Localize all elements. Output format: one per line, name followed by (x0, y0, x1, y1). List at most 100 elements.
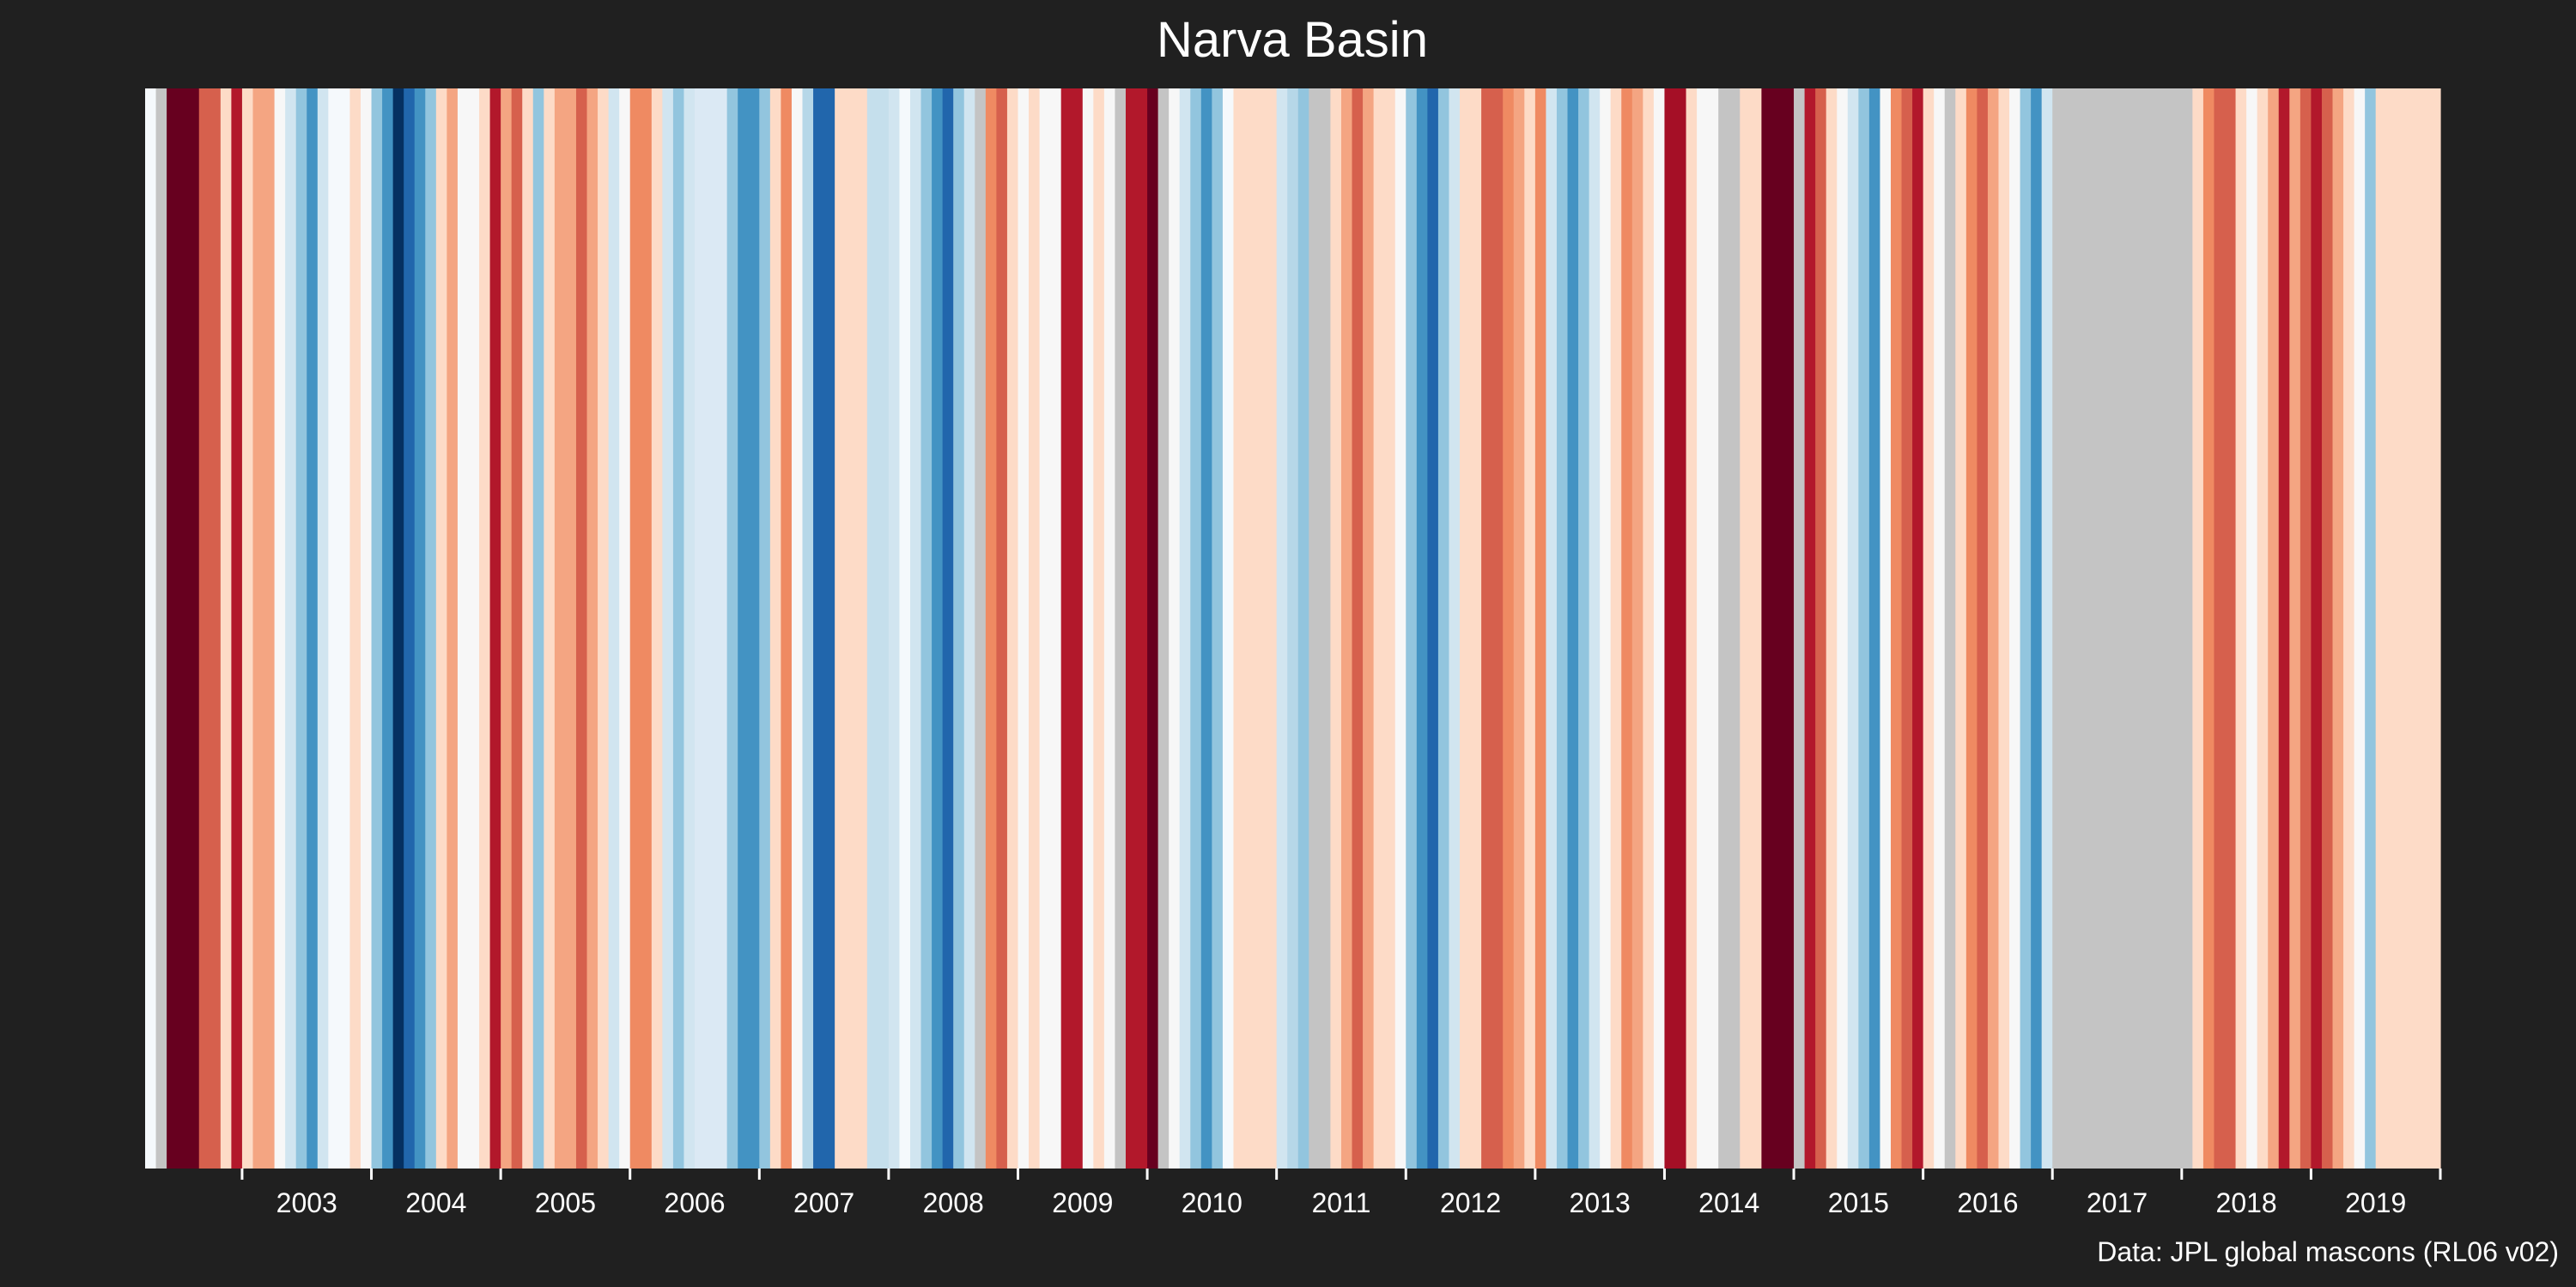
x-tick-label-2019: 2019 (2345, 1187, 2406, 1218)
stripe-2012-01 (1406, 88, 1418, 1169)
stripe-2007-08 (835, 88, 847, 1169)
stripe-2010-03 (1169, 88, 1181, 1169)
stripe-2015-03 (1815, 88, 1827, 1169)
stripe-2012-04 (1437, 88, 1450, 1169)
stripe-2005-11 (608, 88, 620, 1169)
stripe-2009-02 (1029, 88, 1041, 1169)
stripe-2002-09 (198, 88, 222, 1169)
stripe-2016-05 (1965, 88, 1978, 1169)
stripe-2008-04 (920, 88, 933, 1169)
x-tick-label-2013: 2013 (1570, 1187, 1631, 1218)
stripe-2004-02 (382, 88, 394, 1169)
stripe-2008-12 (1006, 88, 1019, 1169)
stripe-2018-12 (2300, 88, 2312, 1169)
stripe-2003-12 (360, 88, 373, 1169)
stripe-2009-08 (1093, 88, 1105, 1169)
stripe-2002-12 (231, 88, 243, 1169)
stripe-2018-11 (2289, 88, 2301, 1169)
stripe-2011-06 (1330, 88, 1342, 1169)
stripe-2012-03 (1427, 88, 1439, 1169)
x-tick-label-2006: 2006 (664, 1187, 725, 1218)
stripe-2004-11 (479, 88, 491, 1169)
x-tick-label-2015: 2015 (1828, 1187, 1889, 1218)
stripe-2008-03 (910, 88, 922, 1169)
stripe-2019-01 (2311, 88, 2323, 1169)
stripe-2015-11 (1901, 88, 1913, 1169)
x-tick-label-2007: 2007 (793, 1187, 854, 1218)
stripe-2002-11 (220, 88, 232, 1169)
stripe-2018-09 (2268, 88, 2280, 1169)
stripe-2007-04 (791, 88, 804, 1169)
stripe-2012-10 (1503, 88, 1515, 1169)
x-tick-label-2014: 2014 (1698, 1187, 1759, 1218)
stripe-2019-04 (2343, 88, 2355, 1169)
stripe-2008-08 (963, 88, 975, 1169)
stripe-2008-07 (953, 88, 965, 1169)
stripe-2018-02 (2192, 88, 2204, 1169)
stripe-2011-07 (1340, 88, 1353, 1169)
x-tick-label-2009: 2009 (1052, 1187, 1113, 1218)
stripe-2011-04 (1309, 88, 1332, 1169)
stripe-2002-05 (155, 88, 167, 1169)
stripe-2006-04 (662, 88, 674, 1169)
x-tick-label-2012: 2012 (1440, 1187, 1501, 1218)
chart-title: Narva Basin (1157, 12, 1428, 68)
stripe-2005-06 (554, 88, 577, 1169)
stripe-2007-06 (813, 88, 835, 1169)
stripe-2008-05 (932, 88, 944, 1169)
stripe-2008-09 (975, 88, 987, 1169)
stripe-2008-01 (888, 88, 901, 1169)
stripe-2014-03 (1686, 88, 1698, 1169)
stripe-2016-08 (1998, 88, 2010, 1169)
stripe-2008-02 (899, 88, 911, 1169)
x-tick-label-2017: 2017 (2087, 1187, 2148, 1218)
stripe-2013-07 (1600, 88, 1612, 1169)
x-tick-label-2016: 2016 (1957, 1187, 2018, 1218)
stripe-2014-10 (1761, 88, 1795, 1169)
stripe-2011-12 (1394, 88, 1406, 1169)
stripe-2004-05 (414, 88, 426, 1169)
stripe-2016-12 (2041, 88, 2053, 1169)
stripe-2010-06 (1200, 88, 1212, 1169)
stripe-2015-10 (1890, 88, 1903, 1169)
stripe-2013-09 (1621, 88, 1633, 1169)
x-tick-label-2010: 2010 (1182, 1187, 1242, 1218)
stripe-2016-01 (1923, 88, 1935, 1169)
stripe-2013-06 (1589, 88, 1601, 1169)
stripe-2015-12 (1912, 88, 1924, 1169)
stripe-2013-05 (1578, 88, 1590, 1169)
x-tick-label-2005: 2005 (535, 1187, 596, 1218)
stripe-2013-03 (1556, 88, 1569, 1169)
stripe-2007-09 (845, 88, 868, 1169)
stripe-2016-04 (1955, 88, 1967, 1169)
stripe-2006-11 (738, 88, 760, 1169)
x-tick-label-2004: 2004 (405, 1187, 466, 1218)
stripe-2019-07 (2375, 88, 2441, 1169)
stripes-layer (145, 88, 2441, 1169)
stripe-2004-07 (435, 88, 447, 1169)
stripe-2007-11 (866, 88, 890, 1169)
stripe-2005-05 (544, 88, 556, 1169)
stripe-2013-02 (1546, 88, 1558, 1169)
stripe-2016-07 (1987, 88, 2000, 1169)
stripe-2019-05 (2354, 88, 2366, 1169)
stripe-2005-03 (522, 88, 534, 1169)
stripe-2002-04 (145, 88, 157, 1169)
stripe-2011-01 (1276, 88, 1288, 1169)
stripe-2018-06 (2235, 88, 2247, 1169)
stripe-2010-09 (1233, 88, 1278, 1169)
stripe-2003-08 (317, 88, 329, 1169)
x-tick-label-2003: 2003 (276, 1187, 337, 1218)
stripe-2012-11 (1513, 88, 1525, 1169)
stripe-2015-06 (1847, 88, 1859, 1169)
stripe-2002-06 (167, 88, 200, 1169)
stripe-2019-06 (2365, 88, 2377, 1169)
stripe-2003-02 (252, 88, 276, 1169)
stripe-2003-04 (274, 88, 286, 1169)
stripe-2014-01 (1664, 88, 1687, 1169)
stripe-2015-05 (1837, 88, 1849, 1169)
stripe-2008-10 (985, 88, 997, 1169)
stripe-2015-04 (1826, 88, 1838, 1169)
